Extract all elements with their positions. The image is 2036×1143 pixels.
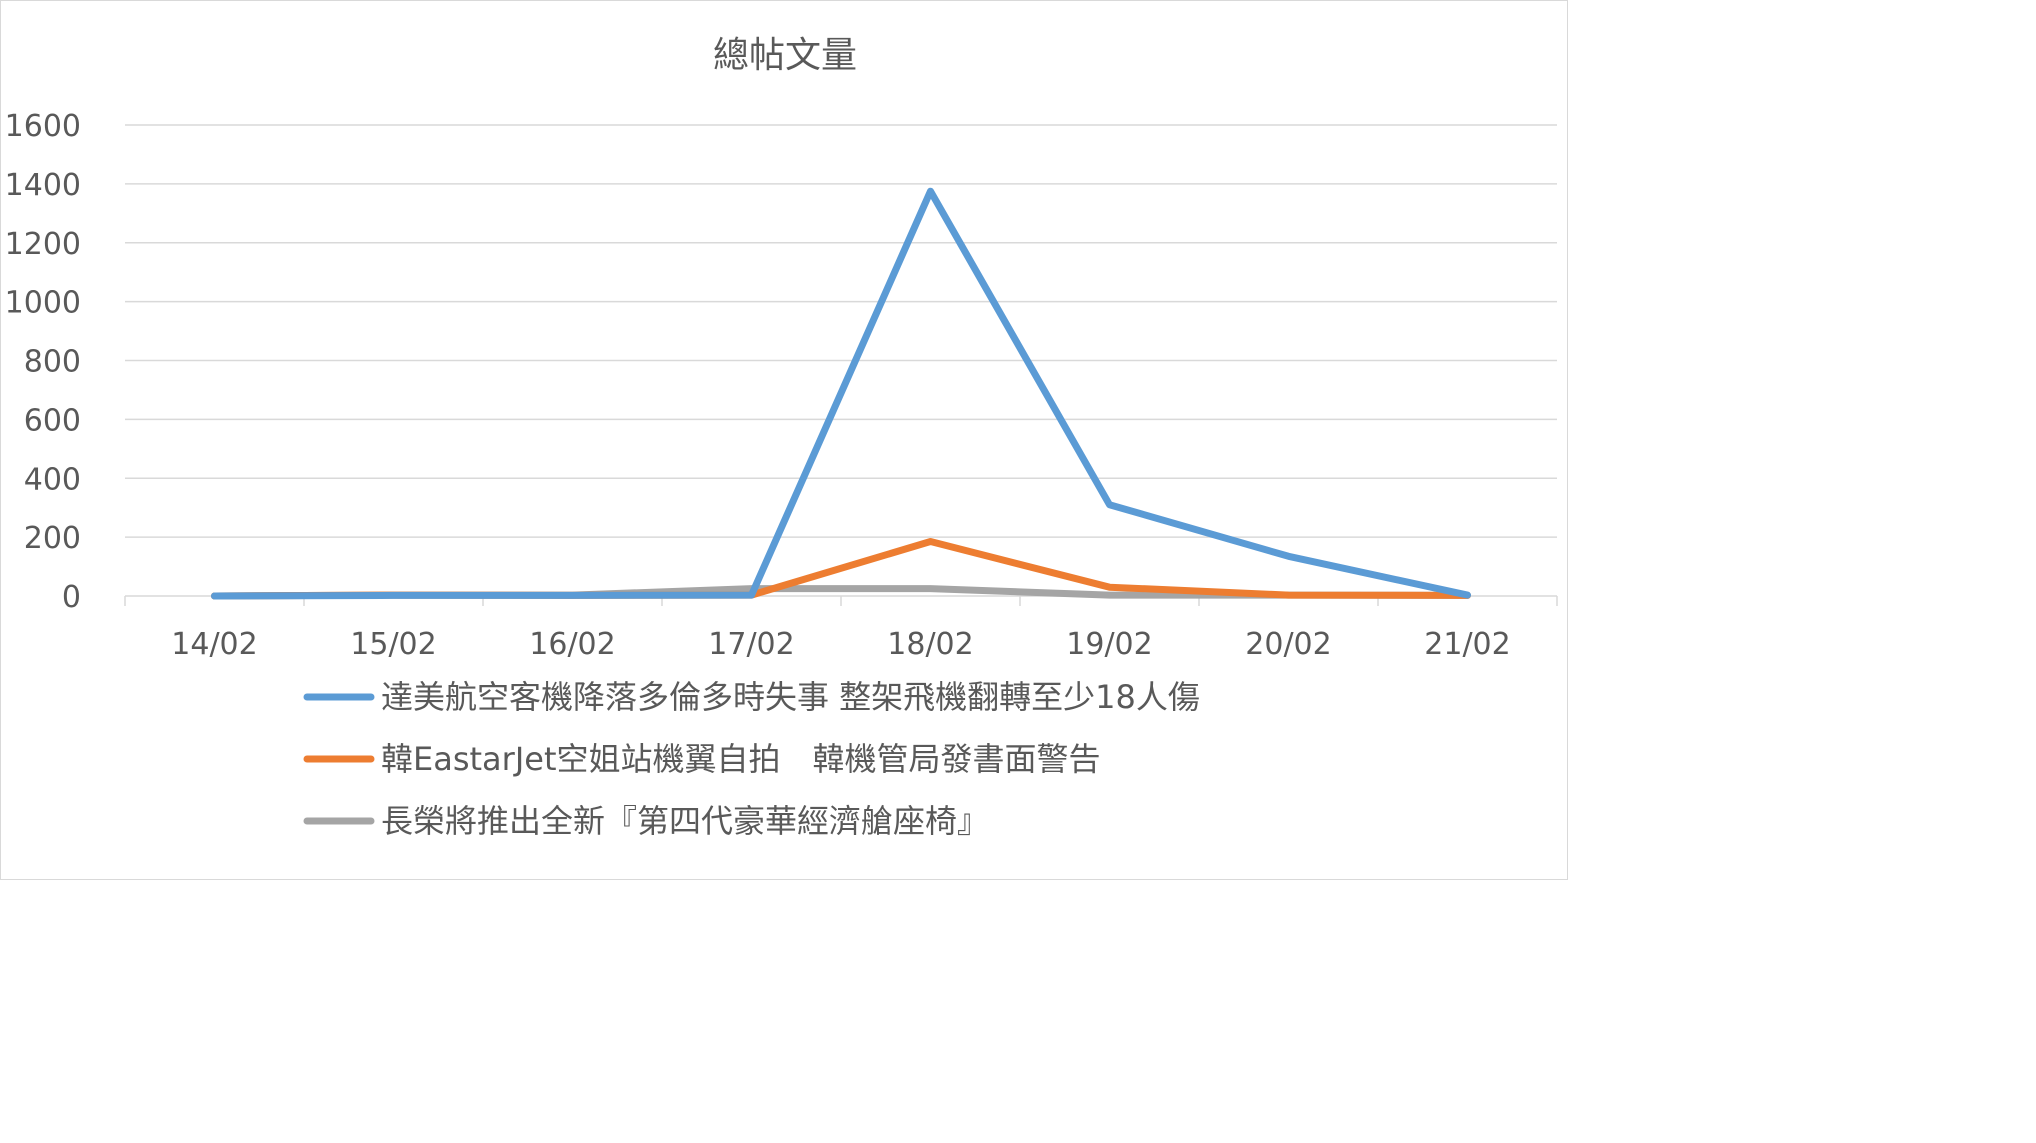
x-tick-label: 18/02: [887, 627, 973, 662]
y-tick-label: 600: [24, 403, 81, 438]
series-lines: [211, 187, 1471, 600]
legend: 達美航空客機降落多倫多時失事 整架飛機翻轉至少18人傷韓EastarJet空姐站…: [303, 678, 1200, 840]
series-line-1: [211, 187, 1471, 600]
x-tick-label: 17/02: [708, 627, 794, 662]
y-tick-label: 400: [24, 462, 81, 497]
y-tick-label: 1600: [5, 109, 81, 144]
x-tick-label: 19/02: [1066, 627, 1152, 662]
y-tick-label: 1000: [5, 286, 81, 321]
legend-label-3: 長榮將推出全新『第四代豪華經濟艙座椅』: [381, 802, 989, 840]
legend-label-2: 韓EastarJet空姐站機翼自拍 韓機管局發書面警告: [381, 740, 1101, 778]
y-tick-label: 1200: [5, 227, 81, 262]
y-tick-label: 200: [24, 521, 81, 556]
gridlines: [125, 124, 1557, 538]
chart-title: 總帖文量: [713, 35, 857, 76]
axes: 0 200 400 600 800 1000 1200 1400 1600 14/02 15/02 1…: [5, 109, 1558, 662]
chart-frame: 總帖文量 0 200 400 600 800 1000 1200 1400 1600 14/02 1…: [0, 0, 1568, 880]
x-tick-label: 20/02: [1245, 627, 1331, 662]
x-tick-label: 16/02: [529, 627, 615, 662]
y-tick-label: 1400: [5, 168, 81, 203]
x-tick-label: 15/02: [350, 627, 436, 662]
y-tick-label: 800: [24, 345, 81, 380]
line-chart: 總帖文量 0 200 400 600 800 1000 1200 1400 1600 14/02 1…: [5, 35, 1558, 840]
x-tick-label: 14/02: [171, 627, 257, 662]
x-tick-label: 21/02: [1424, 627, 1510, 662]
y-tick-label: 0: [62, 580, 81, 615]
legend-label-1: 達美航空客機降落多倫多時失事 整架飛機翻轉至少18人傷: [381, 678, 1200, 716]
